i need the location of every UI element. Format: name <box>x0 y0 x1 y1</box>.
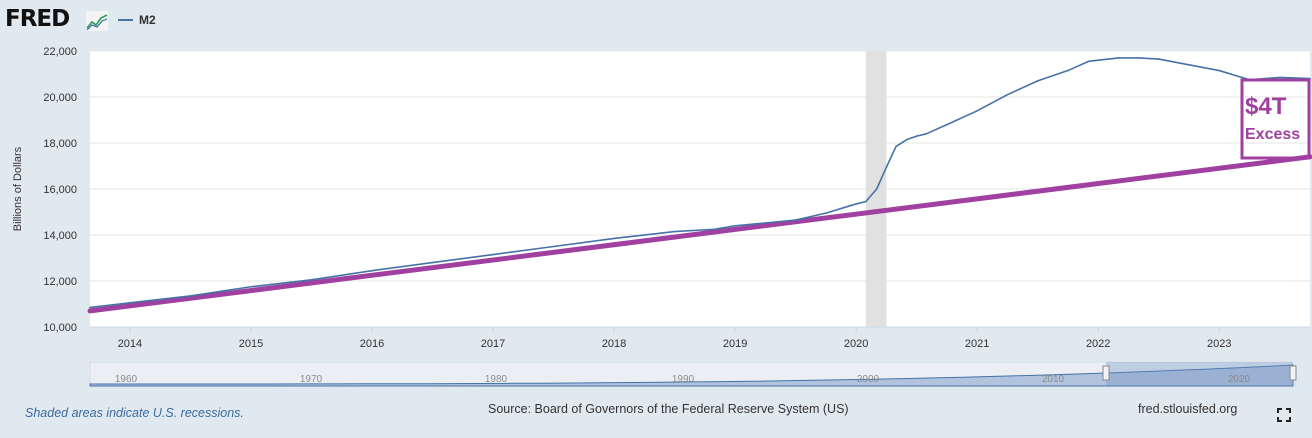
range-navigator[interactable]: 1960 1970 1980 1990 2000 2010 2020 <box>89 361 1297 387</box>
m2-data-point <box>1278 76 1281 79</box>
m2-data-point <box>875 188 878 190</box>
navigator-labels: 1960 1970 1980 1990 2000 2010 2020 <box>115 374 1251 385</box>
annotation-line2: Excess <box>1245 126 1300 143</box>
m2-data-point <box>825 212 827 214</box>
m2-data-point <box>371 269 373 272</box>
m2-data-point <box>885 166 888 168</box>
fred-logo[interactable]: FRED <box>5 6 70 32</box>
legend-swatch <box>118 19 133 21</box>
navigator-label: 1980 <box>485 374 508 385</box>
m2-data-point <box>1117 57 1120 59</box>
m2-data-point <box>1218 69 1221 72</box>
m2-data-point <box>431 261 434 264</box>
x-tick-label: 2021 <box>965 338 989 350</box>
m2-data-point <box>492 253 494 256</box>
legend-label: M2 <box>139 13 156 27</box>
m2-data-point <box>189 295 192 297</box>
m2-data-point <box>713 228 716 231</box>
x-tick-label: 2019 <box>723 338 747 350</box>
navigator-label: 2020 <box>1228 374 1251 385</box>
navigator-series <box>89 364 1294 387</box>
m2-series-line <box>89 57 1311 309</box>
navigator-label: 2000 <box>857 374 880 385</box>
x-tick-label: 2020 <box>844 338 868 350</box>
m2-data-point <box>1097 59 1099 61</box>
x-tick-label: 2014 <box>118 338 142 350</box>
navigator-selection[interactable] <box>1106 362 1293 386</box>
navigator-label: 1990 <box>672 374 695 385</box>
x-tick-label: 2016 <box>360 338 384 350</box>
y-axis: 10,000 12,000 14,000 16,000 18,000 20,000 22,0… <box>43 46 77 334</box>
x-tick-label: 2023 <box>1207 338 1231 350</box>
navigator-handle-right[interactable] <box>1289 365 1297 381</box>
m2-data-point <box>976 110 978 112</box>
m2-data-point <box>613 237 615 240</box>
source-text: Source: Board of Governors of the Federa… <box>488 402 849 416</box>
m2-data-point <box>855 203 857 205</box>
y-tick-label: 12,000 <box>43 276 77 288</box>
fullscreen-icon[interactable] <box>1277 408 1291 422</box>
legend[interactable]: M2 <box>118 13 156 27</box>
m2-data-point <box>129 302 131 304</box>
m2-data-point <box>925 133 928 135</box>
y-tick-label: 18,000 <box>43 138 77 150</box>
m2-data-point <box>1006 93 1009 96</box>
m2-data-point <box>946 123 948 126</box>
recession-note: Shaded areas indicate U.S. recessions. <box>25 406 244 420</box>
m2-data-point <box>865 200 867 203</box>
m2-data-point <box>1137 57 1139 59</box>
series-lines <box>87 57 1312 314</box>
navigator-handle-left[interactable] <box>1102 365 1110 381</box>
m2-data-point <box>734 225 736 227</box>
m2-data-point <box>673 230 676 233</box>
chart-line-icon <box>86 11 108 31</box>
x-tick-label: 2015 <box>239 338 263 350</box>
chart-header: FRED M2 <box>0 0 1312 46</box>
m2-data-point <box>552 245 555 248</box>
y-tick-label: 14,000 <box>43 230 77 242</box>
m2-data-point <box>1036 80 1039 82</box>
m2-data-point <box>895 145 897 148</box>
m2-data-point <box>915 135 918 137</box>
trend-line <box>87 154 1312 314</box>
y-tick-label: 22,000 <box>43 46 77 58</box>
navigator-label: 1960 <box>115 374 138 385</box>
m2-data-point <box>310 279 313 281</box>
m2-data-point <box>906 138 908 141</box>
x-tick-label: 2022 <box>1086 338 1110 350</box>
x-tick-label: 2018 <box>602 338 626 350</box>
x-axis: 2014 2015 2016 2017 2018 2019 2020 2021 2022 2023 <box>90 326 1310 350</box>
excess-annotation: $4T Excess <box>1240 78 1311 160</box>
m2-data-point <box>250 285 252 288</box>
m2-data-point <box>1087 60 1090 63</box>
annotation-box <box>1240 78 1311 160</box>
y-tick-label: 16,000 <box>43 184 77 196</box>
fred-link[interactable]: fred.stlouisfed.org <box>1138 402 1238 416</box>
navigator-label: 2010 <box>1042 374 1065 385</box>
x-tick-label: 2017 <box>481 338 505 350</box>
annotation-line1: $4T <box>1245 93 1287 120</box>
m2-data-point <box>1157 58 1160 60</box>
navigator-label: 1970 <box>300 374 323 385</box>
m2-data-point <box>1188 64 1190 66</box>
y-axis-label: Billions of Dollars <box>12 146 24 231</box>
m2-data-point <box>89 306 91 309</box>
y-tick-label: 10,000 <box>43 322 77 334</box>
y-tick-label: 20,000 <box>43 92 77 104</box>
m2-data-point <box>794 219 797 221</box>
m2-data-point <box>1067 69 1069 72</box>
